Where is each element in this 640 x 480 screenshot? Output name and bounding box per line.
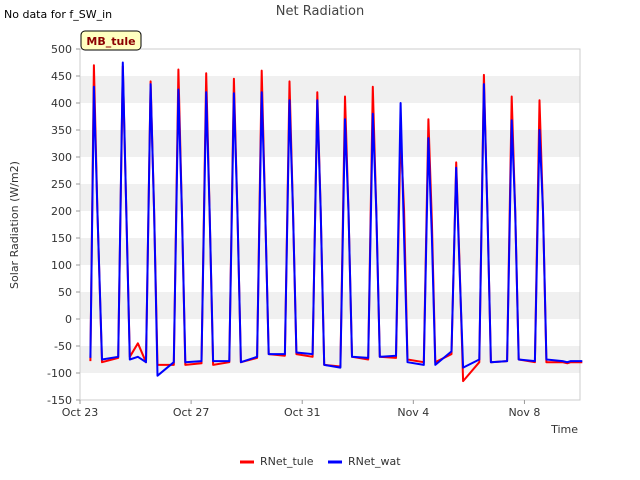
y-tick-label: -100	[47, 367, 72, 380]
grid-band	[80, 319, 580, 346]
y-tick-label: 400	[51, 97, 72, 110]
legend: RNet_tule RNet_wat	[240, 455, 401, 468]
x-tick-label: Nov 8	[508, 406, 540, 419]
grid-band	[80, 184, 580, 211]
no-data-notice: No data for f_SW_in	[4, 8, 112, 21]
grid-band	[80, 238, 580, 265]
grid-band	[80, 76, 580, 103]
legend-label-rnet-tule: RNet_tule	[260, 455, 314, 468]
grid-band	[80, 346, 580, 373]
y-tick-label: 50	[58, 286, 72, 299]
grid-band	[80, 130, 580, 157]
grid-band	[80, 265, 580, 292]
y-tick-label: 200	[51, 205, 72, 218]
y-axis-label: Solar Radiation (W/m2)	[8, 161, 21, 289]
x-axis-label: Time	[550, 423, 578, 436]
grid-band	[80, 157, 580, 184]
x-tick-label: Oct 23	[62, 406, 99, 419]
site-badge-label: MB_tule	[86, 35, 135, 48]
grid-band	[80, 49, 580, 76]
grid-band	[80, 292, 580, 319]
series-layer	[89, 61, 583, 383]
y-tick-label: 350	[51, 124, 72, 137]
x-axis-ticks: Oct 23 Oct 27 Oct 31 Nov 4 Nov 8	[62, 400, 540, 419]
y-tick-label: 0	[65, 313, 72, 326]
x-tick-label: Oct 31	[284, 406, 321, 419]
y-tick-label: 500	[51, 43, 72, 56]
x-tick-label: Oct 27	[173, 406, 210, 419]
y-axis-ticks: -150 -100 -50 0 50 100 150 200 250 300 350 400 450 50…	[47, 43, 80, 407]
legend-label-rnet-wat: RNet_wat	[348, 455, 401, 468]
y-tick-label: -50	[54, 340, 72, 353]
y-tick-label: 250	[51, 178, 72, 191]
site-badge: MB_tule	[80, 30, 142, 51]
y-tick-label: 450	[51, 70, 72, 83]
chart-title: Net Radiation	[276, 4, 364, 19]
series-line-rnet-wat	[89, 61, 583, 377]
plot-frame	[79, 48, 581, 401]
site-badge-box	[80, 30, 142, 51]
y-tick-label: 100	[51, 259, 72, 272]
y-tick-label: 300	[51, 151, 72, 164]
x-tick-label: Nov 4	[397, 406, 429, 419]
grid-band	[80, 103, 580, 130]
grid-band	[80, 211, 580, 238]
y-tick-label: 150	[51, 232, 72, 245]
grid-bands	[80, 49, 580, 400]
grid-band	[80, 373, 580, 400]
y-tick-label: -150	[47, 394, 72, 407]
